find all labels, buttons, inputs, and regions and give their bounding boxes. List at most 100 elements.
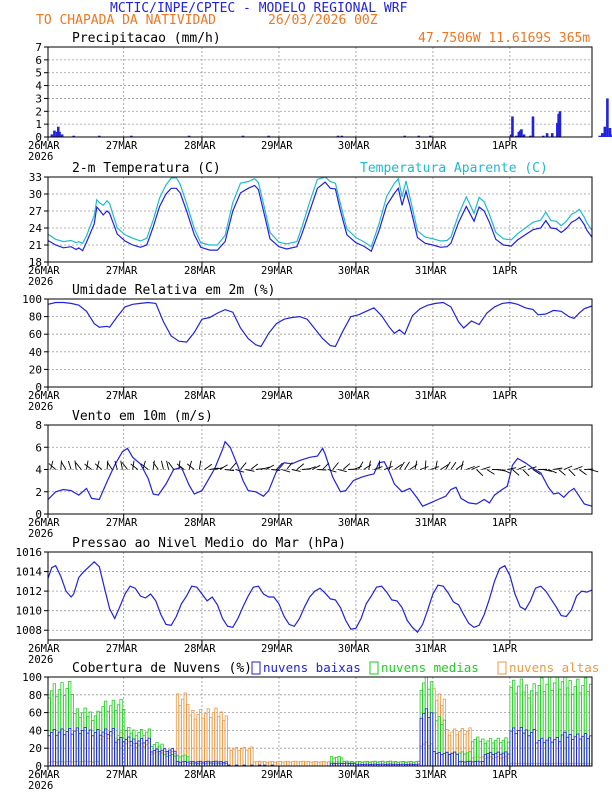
precip-bar [60, 134, 64, 137]
wind-vector [94, 463, 103, 470]
cloud-bar-nuvens-baixas [568, 734, 572, 767]
header-model-title: MCTIC/INPE/CPTEC - MODELO REGIONAL WRF [110, 1, 408, 16]
panel-1 [44, 176, 593, 266]
wind-vector [168, 461, 175, 470]
wind-vector [106, 461, 113, 470]
x-tick-label: 31MAR [415, 517, 447, 529]
x-tick-label: 26MAR [28, 390, 60, 402]
cloud-bar-nuvens-altas [219, 711, 223, 767]
legend-swatch-blue [251, 661, 261, 675]
x-tick-label: 28MAR [184, 390, 216, 402]
y-tick-label: 100 [22, 293, 42, 306]
y-tick-label: 4 [35, 80, 42, 93]
cloud-bar-nuvens-baixas [204, 761, 208, 767]
cloud-bar-nuvens-baixas [519, 726, 523, 767]
x-year-label: 2026 [28, 151, 53, 163]
cloud-bar-nuvens-altas [293, 760, 298, 767]
wind-vector [166, 460, 170, 470]
cloud-bar-nuvens-altas [283, 761, 287, 767]
cloud-bar-nuvens-altas [275, 761, 280, 767]
cloud-bar-nuvens-baixas [440, 754, 444, 767]
x-tick-label: 30MAR [338, 140, 370, 152]
panel-frame [47, 46, 593, 138]
wind-vector [337, 469, 347, 473]
precip-bar [515, 135, 518, 137]
precip-bar [72, 135, 75, 137]
cloud-bar-nuvens-baixas [422, 713, 426, 767]
cloud-bar-nuvens-baixas [576, 733, 580, 767]
legend-apparent-temp: Temperatura Aparente (C) [360, 161, 548, 176]
cloud-bar-nuvens-baixas [432, 751, 436, 767]
precip-bar [58, 131, 61, 137]
y-tick-label: 1 [35, 118, 42, 131]
x-tick-label: 29MAR [261, 265, 293, 277]
wind-vector [265, 464, 275, 470]
precip-bar [529, 135, 532, 137]
x-tick-label: 29MAR [261, 643, 293, 655]
cloud-bar-nuvens-baixas [137, 740, 141, 767]
x-tick-label: 28MAR [184, 769, 216, 781]
x-tick-label: 1APR [492, 769, 518, 781]
x-tick-label: 1APR [492, 517, 518, 529]
cloud-bar-nuvens-baixas [424, 708, 429, 767]
wind-vector [96, 460, 100, 470]
x-tick-label: 31MAR [415, 265, 447, 277]
cloud-bar-nuvens-altas [209, 717, 213, 767]
wind-vector [399, 461, 405, 470]
cloud-bar-nuvens-baixas [86, 732, 90, 767]
cloud-bar-nuvens-baixas [524, 729, 529, 767]
precip-bar [130, 135, 133, 137]
wind-vector [430, 466, 440, 470]
x-tick-label: 26MAR [28, 140, 60, 152]
y-tick-label: 5 [35, 67, 42, 80]
wind-vector [75, 462, 82, 470]
y-tick-label: 2 [35, 486, 42, 499]
panel-title: Umidade Relativa em 2m (%) [72, 283, 276, 298]
wind-vector [235, 469, 245, 473]
wind-vector [573, 466, 583, 470]
cloud-bar-nuvens-baixas [83, 726, 87, 767]
cloud-bar-nuvens-baixas [571, 739, 575, 767]
panel-5 [44, 661, 593, 770]
wind-vector [48, 463, 56, 470]
header-coordinates: 47.7506W 11.6169S 365m [418, 31, 591, 46]
cloud-bar-nuvens-baixas [98, 734, 103, 767]
y-tick-label: 27 [29, 205, 42, 218]
panel-2 [44, 298, 593, 391]
legend-label-green: nuvens medias [381, 660, 479, 675]
wind-vector [358, 461, 364, 470]
wind-vector [317, 469, 327, 471]
x-tick-label: 26MAR [28, 265, 60, 277]
x-tick-label: 27MAR [106, 140, 138, 152]
cloud-bar-nuvens-baixas [196, 761, 200, 767]
y-tick-label: 100 [22, 671, 42, 684]
wind-vector [60, 461, 67, 470]
wind-vector [114, 460, 118, 470]
x-tick-label: 27MAR [106, 265, 138, 277]
precip-bar [606, 98, 609, 137]
legend-label-orange: nuvens altas [509, 660, 599, 675]
panel-title: 2-m Temperatura (C) [72, 161, 221, 176]
cloud-bar-nuvens-altas [201, 717, 205, 767]
y-tick-label: 3 [35, 92, 42, 105]
wind-vector [450, 461, 457, 470]
cloud-bar-nuvens-altas [224, 715, 228, 767]
cloud-bar-nuvens-altas [245, 749, 249, 767]
cloud-bar-nuvens-baixas [68, 728, 72, 767]
cloud-bar-nuvens-altas [234, 747, 239, 767]
wind-vector [327, 469, 337, 473]
cloud-bar-nuvens-baixas [106, 734, 110, 767]
cloud-bar-nuvens-altas [273, 761, 277, 767]
y-tick-label: 0 [35, 760, 42, 773]
cloud-bar-nuvens-baixas [527, 735, 531, 767]
cloud-bar-nuvens-baixas [455, 753, 459, 767]
wind-vector [532, 469, 541, 475]
cloud-bar-nuvens-baixas [216, 761, 221, 767]
cloud-bar-nuvens-baixas [573, 736, 577, 767]
wind-vector [486, 469, 495, 475]
cloud-bar-nuvens-baixas [96, 729, 100, 767]
cloud-bar-nuvens-altas [237, 749, 241, 767]
wind-vector [568, 469, 576, 477]
wind-vector [460, 460, 464, 470]
